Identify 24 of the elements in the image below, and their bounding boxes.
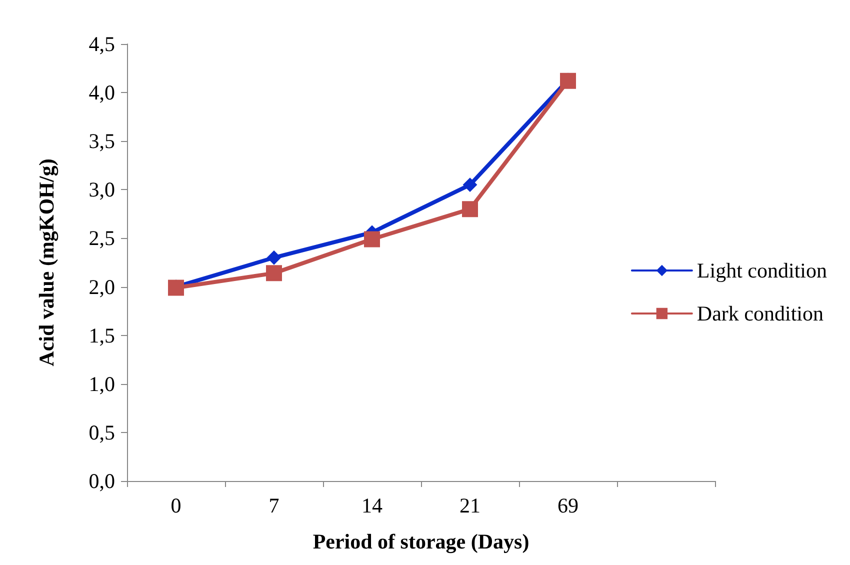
legend-label: Dark condition	[696, 302, 824, 326]
x-tick-label: 21	[460, 494, 480, 518]
y-tick-label: 3,5	[88, 129, 115, 154]
x-axis-title: Period of storage (Days)	[312, 530, 530, 554]
x-tick-label: 7	[268, 494, 280, 518]
y-tick-label: 0,0	[88, 469, 115, 493]
point	[462, 201, 478, 218]
x-tick-label: 69	[558, 494, 578, 518]
y-tick-label: 3,0	[88, 178, 115, 202]
y-tick-label: 4,5	[88, 32, 115, 56]
point	[267, 250, 281, 265]
point	[463, 178, 477, 192]
y-tick-label: 1,5	[88, 323, 115, 348]
point	[266, 265, 282, 282]
x-tick-label: 14	[362, 494, 383, 518]
y-tick-label: 2,0	[88, 274, 115, 299]
y-tick-label: 2,5	[88, 226, 115, 250]
point	[364, 231, 380, 248]
y-axis-title: Acid value (mgKOH/g)	[34, 158, 58, 366]
y-tick-label: 0,5	[88, 420, 115, 444]
x-tick-label: 0	[170, 494, 182, 518]
legend-label: Light condition	[696, 258, 828, 282]
y-tick-label: 4,0	[88, 80, 115, 105]
y-tick-label: 1,0	[88, 372, 115, 396]
